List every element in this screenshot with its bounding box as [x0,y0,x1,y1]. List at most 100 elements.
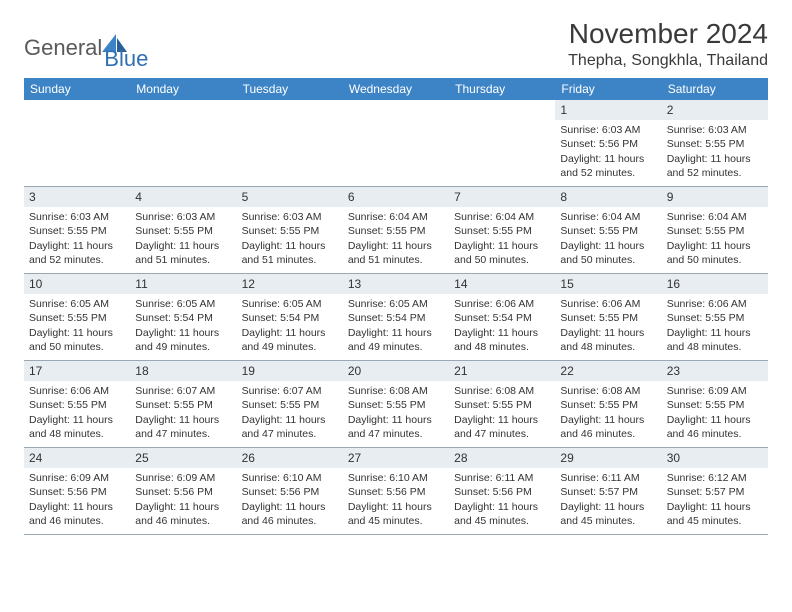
sunset-line: Sunset: 5:55 PM [667,398,763,412]
sunrise-line: Sunrise: 6:03 AM [560,123,656,137]
day-cell: 28Sunrise: 6:11 AMSunset: 5:56 PMDayligh… [449,448,555,534]
daylight-line-1: Daylight: 11 hours [242,500,338,514]
sunset-line: Sunset: 5:55 PM [560,398,656,412]
daylight-line-1: Daylight: 11 hours [667,152,763,166]
sunset-line: Sunset: 5:55 PM [560,311,656,325]
day-number: 3 [24,187,130,207]
day-number: 26 [237,448,343,468]
day-number: 14 [449,274,555,294]
day-cell [237,100,343,186]
page: General Blue November 2024 Thepha, Songk… [0,0,792,545]
day-cell: 12Sunrise: 6:05 AMSunset: 5:54 PMDayligh… [237,274,343,360]
sunrise-line: Sunrise: 6:04 AM [348,210,444,224]
day-cell: 30Sunrise: 6:12 AMSunset: 5:57 PMDayligh… [662,448,768,534]
day-cell: 29Sunrise: 6:11 AMSunset: 5:57 PMDayligh… [555,448,661,534]
week-row: 17Sunrise: 6:06 AMSunset: 5:55 PMDayligh… [24,361,768,448]
day-cell: 9Sunrise: 6:04 AMSunset: 5:55 PMDaylight… [662,187,768,273]
daylight-line-1: Daylight: 11 hours [29,413,125,427]
sunset-line: Sunset: 5:55 PM [242,398,338,412]
sunset-line: Sunset: 5:55 PM [667,137,763,151]
sunset-line: Sunset: 5:55 PM [348,398,444,412]
day-number: 30 [662,448,768,468]
daylight-line-2: and 49 minutes. [135,340,231,354]
daylight-line-2: and 52 minutes. [560,166,656,180]
sunset-line: Sunset: 5:56 PM [242,485,338,499]
day-cell [130,100,236,186]
sunset-line: Sunset: 5:57 PM [560,485,656,499]
day-cell: 5Sunrise: 6:03 AMSunset: 5:55 PMDaylight… [237,187,343,273]
day-cell: 7Sunrise: 6:04 AMSunset: 5:55 PMDaylight… [449,187,555,273]
day-number: 28 [449,448,555,468]
weeks-container: 1Sunrise: 6:03 AMSunset: 5:56 PMDaylight… [24,100,768,535]
day-number: 19 [237,361,343,381]
sunset-line: Sunset: 5:54 PM [454,311,550,325]
sunset-line: Sunset: 5:54 PM [242,311,338,325]
sunset-line: Sunset: 5:55 PM [135,398,231,412]
daylight-line-1: Daylight: 11 hours [242,239,338,253]
day-cell: 1Sunrise: 6:03 AMSunset: 5:56 PMDaylight… [555,100,661,186]
day-number: 21 [449,361,555,381]
day-number: 6 [343,187,449,207]
week-row: 10Sunrise: 6:05 AMSunset: 5:55 PMDayligh… [24,274,768,361]
daylight-line-1: Daylight: 11 hours [242,326,338,340]
sunrise-line: Sunrise: 6:05 AM [242,297,338,311]
calendar: Sunday Monday Tuesday Wednesday Thursday… [24,78,768,535]
sunrise-line: Sunrise: 6:03 AM [29,210,125,224]
sunrise-line: Sunrise: 6:04 AM [454,210,550,224]
day-number: 13 [343,274,449,294]
dow-saturday: Saturday [662,78,768,100]
sunset-line: Sunset: 5:55 PM [135,224,231,238]
day-cell: 17Sunrise: 6:06 AMSunset: 5:55 PMDayligh… [24,361,130,447]
daylight-line-2: and 46 minutes. [242,514,338,528]
day-number: 8 [555,187,661,207]
daylight-line-2: and 47 minutes. [454,427,550,441]
day-cell: 21Sunrise: 6:08 AMSunset: 5:55 PMDayligh… [449,361,555,447]
day-number: 2 [662,100,768,120]
day-number: 17 [24,361,130,381]
week-row: 1Sunrise: 6:03 AMSunset: 5:56 PMDaylight… [24,100,768,187]
day-cell: 14Sunrise: 6:06 AMSunset: 5:54 PMDayligh… [449,274,555,360]
day-cell: 26Sunrise: 6:10 AMSunset: 5:56 PMDayligh… [237,448,343,534]
daylight-line-2: and 46 minutes. [560,427,656,441]
month-title: November 2024 [568,18,768,50]
daylight-line-2: and 46 minutes. [29,514,125,528]
daylight-line-1: Daylight: 11 hours [348,500,444,514]
day-number: 16 [662,274,768,294]
sunrise-line: Sunrise: 6:06 AM [560,297,656,311]
sunrise-line: Sunrise: 6:03 AM [135,210,231,224]
sunset-line: Sunset: 5:55 PM [29,398,125,412]
daylight-line-2: and 50 minutes. [560,253,656,267]
daylight-line-2: and 45 minutes. [454,514,550,528]
sunrise-line: Sunrise: 6:05 AM [29,297,125,311]
day-cell: 20Sunrise: 6:08 AMSunset: 5:55 PMDayligh… [343,361,449,447]
sunset-line: Sunset: 5:55 PM [454,224,550,238]
day-cell: 19Sunrise: 6:07 AMSunset: 5:55 PMDayligh… [237,361,343,447]
dow-friday: Friday [555,78,661,100]
daylight-line-2: and 51 minutes. [135,253,231,267]
daylight-line-1: Daylight: 11 hours [560,500,656,514]
sunrise-line: Sunrise: 6:06 AM [667,297,763,311]
sunrise-line: Sunrise: 6:08 AM [348,384,444,398]
sunrise-line: Sunrise: 6:08 AM [560,384,656,398]
daylight-line-2: and 48 minutes. [560,340,656,354]
day-cell: 25Sunrise: 6:09 AMSunset: 5:56 PMDayligh… [130,448,236,534]
sunset-line: Sunset: 5:55 PM [242,224,338,238]
daylight-line-1: Daylight: 11 hours [454,326,550,340]
sunset-line: Sunset: 5:55 PM [667,311,763,325]
day-cell: 27Sunrise: 6:10 AMSunset: 5:56 PMDayligh… [343,448,449,534]
sunrise-line: Sunrise: 6:04 AM [667,210,763,224]
sunset-line: Sunset: 5:56 PM [348,485,444,499]
day-number: 22 [555,361,661,381]
day-cell [449,100,555,186]
day-number: 9 [662,187,768,207]
sunset-line: Sunset: 5:55 PM [667,224,763,238]
dow-wednesday: Wednesday [343,78,449,100]
sunrise-line: Sunrise: 6:03 AM [242,210,338,224]
day-number: 29 [555,448,661,468]
daylight-line-2: and 50 minutes. [667,253,763,267]
daylight-line-1: Daylight: 11 hours [135,326,231,340]
daylight-line-2: and 45 minutes. [348,514,444,528]
day-cell: 15Sunrise: 6:06 AMSunset: 5:55 PMDayligh… [555,274,661,360]
sunrise-line: Sunrise: 6:04 AM [560,210,656,224]
daylight-line-2: and 52 minutes. [667,166,763,180]
